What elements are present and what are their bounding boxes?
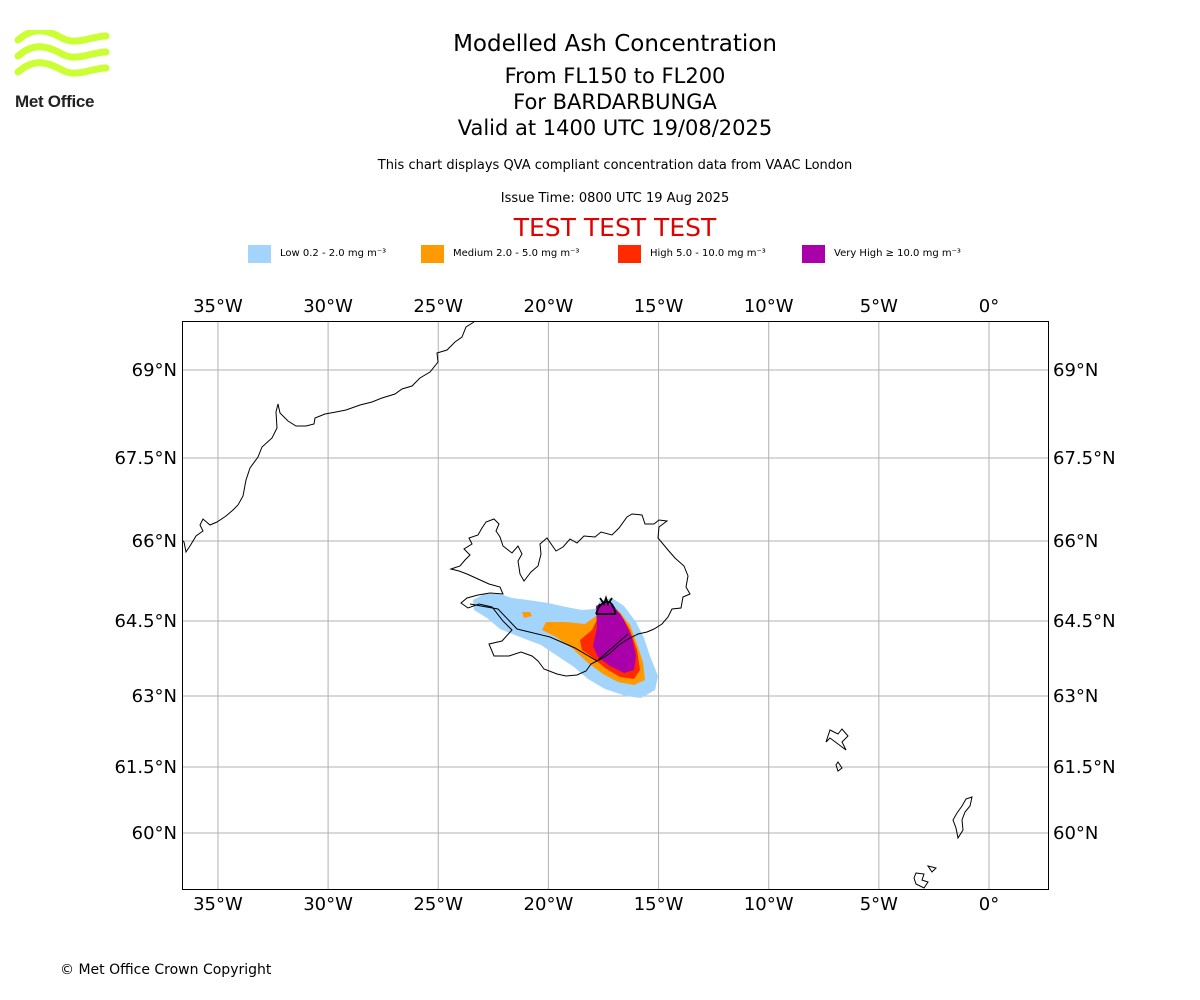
map-frame: [182, 321, 1049, 890]
lon-labels-bottom: 35°W 30°W 25°W 20°W 15°W 10°W 5°W 0°: [193, 894, 999, 915]
lat-tick-label: 67.5°N: [1053, 448, 1116, 469]
legend-label-medium: Medium 2.0 - 5.0 mg m⁻³: [453, 248, 580, 259]
legend-label-low: Low 0.2 - 2.0 mg m⁻³: [280, 248, 387, 259]
faroe-islands: [825, 728, 849, 772]
lat-labels-left: 69°N 67.5°N 66°N 64.5°N 63°N 61.5°N 60°N: [114, 360, 177, 844]
lon-tick-label: 30°W: [303, 296, 353, 317]
met-office-logo-text: Met Office: [15, 92, 95, 111]
shetland-islands: [952, 796, 973, 840]
lat-tick-label: 63°N: [132, 686, 177, 707]
lat-tick-label: 64.5°N: [1053, 611, 1116, 632]
legend-item-high: High 5.0 - 10.0 mg m⁻³: [618, 244, 766, 263]
lat-tick-label: 61.5°N: [1053, 757, 1116, 778]
lon-tick-label: 25°W: [413, 894, 463, 915]
lat-tick-label: 66°N: [132, 531, 177, 552]
compliance-note: This chart displays QVA compliant concen…: [377, 158, 853, 173]
legend-item-very-high: Very High ≥ 10.0 mg m⁻³: [802, 244, 961, 263]
ash-medium-spot: [522, 612, 532, 618]
lon-tick-label: 30°W: [303, 894, 353, 915]
issue-time: Issue Time: 0800 UTC 19 Aug 2025: [500, 191, 730, 206]
legend-swatch-low: [248, 244, 271, 263]
lat-tick-label: 66°N: [1053, 531, 1098, 552]
lat-labels-right: 69°N 67.5°N 66°N 64.5°N 63°N 61.5°N 60°N: [1053, 360, 1116, 844]
lat-tick-label: 69°N: [132, 360, 177, 381]
chart-title: Modelled Ash Concentration: [453, 31, 777, 57]
lon-tick-label: 15°W: [634, 894, 684, 915]
lon-tick-label: 0°: [979, 296, 999, 317]
lat-tick-label: 67.5°N: [114, 448, 177, 469]
legend-item-low: Low 0.2 - 2.0 mg m⁻³: [248, 244, 386, 263]
lat-tick-label: 69°N: [1053, 360, 1098, 381]
lon-tick-label: 35°W: [193, 894, 243, 915]
lon-tick-label: 5°W: [860, 894, 898, 915]
copyright-notice: © Met Office Crown Copyright: [60, 962, 272, 978]
lon-tick-label: 5°W: [860, 296, 898, 317]
legend-swatch-high: [618, 244, 641, 263]
iceland-coast: [449, 513, 691, 677]
lat-tick-label: 64.5°N: [114, 611, 177, 632]
volcano-name: For BARDARBUNGA: [513, 90, 717, 114]
test-banner: TEST TEST TEST: [513, 213, 717, 242]
lon-tick-label: 0°: [979, 894, 999, 915]
lon-labels-top: 35°W 30°W 25°W 20°W 15°W 10°W 5°W 0°: [193, 296, 999, 317]
lon-tick-label: 25°W: [413, 296, 463, 317]
legend-swatch-medium: [421, 244, 444, 263]
orkney-islands: [913, 865, 937, 889]
valid-time: Valid at 1400 UTC 19/08/2025: [457, 116, 773, 140]
greenland-coast: [181, 321, 475, 554]
lon-tick-label: 20°W: [524, 894, 574, 915]
volcano-icon: [595, 595, 617, 615]
met-office-logo: [14, 30, 110, 77]
legend-label-high: High 5.0 - 10.0 mg m⁻³: [650, 248, 766, 259]
lon-tick-label: 20°W: [524, 296, 574, 317]
lat-tick-label: 61.5°N: [114, 757, 177, 778]
lon-tick-label: 15°W: [634, 296, 684, 317]
flight-levels: From FL150 to FL200: [504, 64, 726, 88]
lat-tick-label: 63°N: [1053, 686, 1098, 707]
legend-label-very-high: Very High ≥ 10.0 mg m⁻³: [834, 248, 961, 259]
coastlines: [181, 321, 973, 889]
legend-swatch-very-high: [802, 244, 825, 263]
ash-plume: [473, 594, 658, 698]
lon-tick-label: 35°W: [193, 296, 243, 317]
map-grid: [182, 321, 1049, 890]
lat-tick-label: 60°N: [132, 823, 177, 844]
lat-tick-label: 60°N: [1053, 823, 1098, 844]
lon-tick-label: 10°W: [744, 296, 794, 317]
iceland-inland-line: [469, 603, 629, 662]
legend-item-medium: Medium 2.0 - 5.0 mg m⁻³: [421, 244, 579, 263]
lon-tick-label: 10°W: [744, 894, 794, 915]
